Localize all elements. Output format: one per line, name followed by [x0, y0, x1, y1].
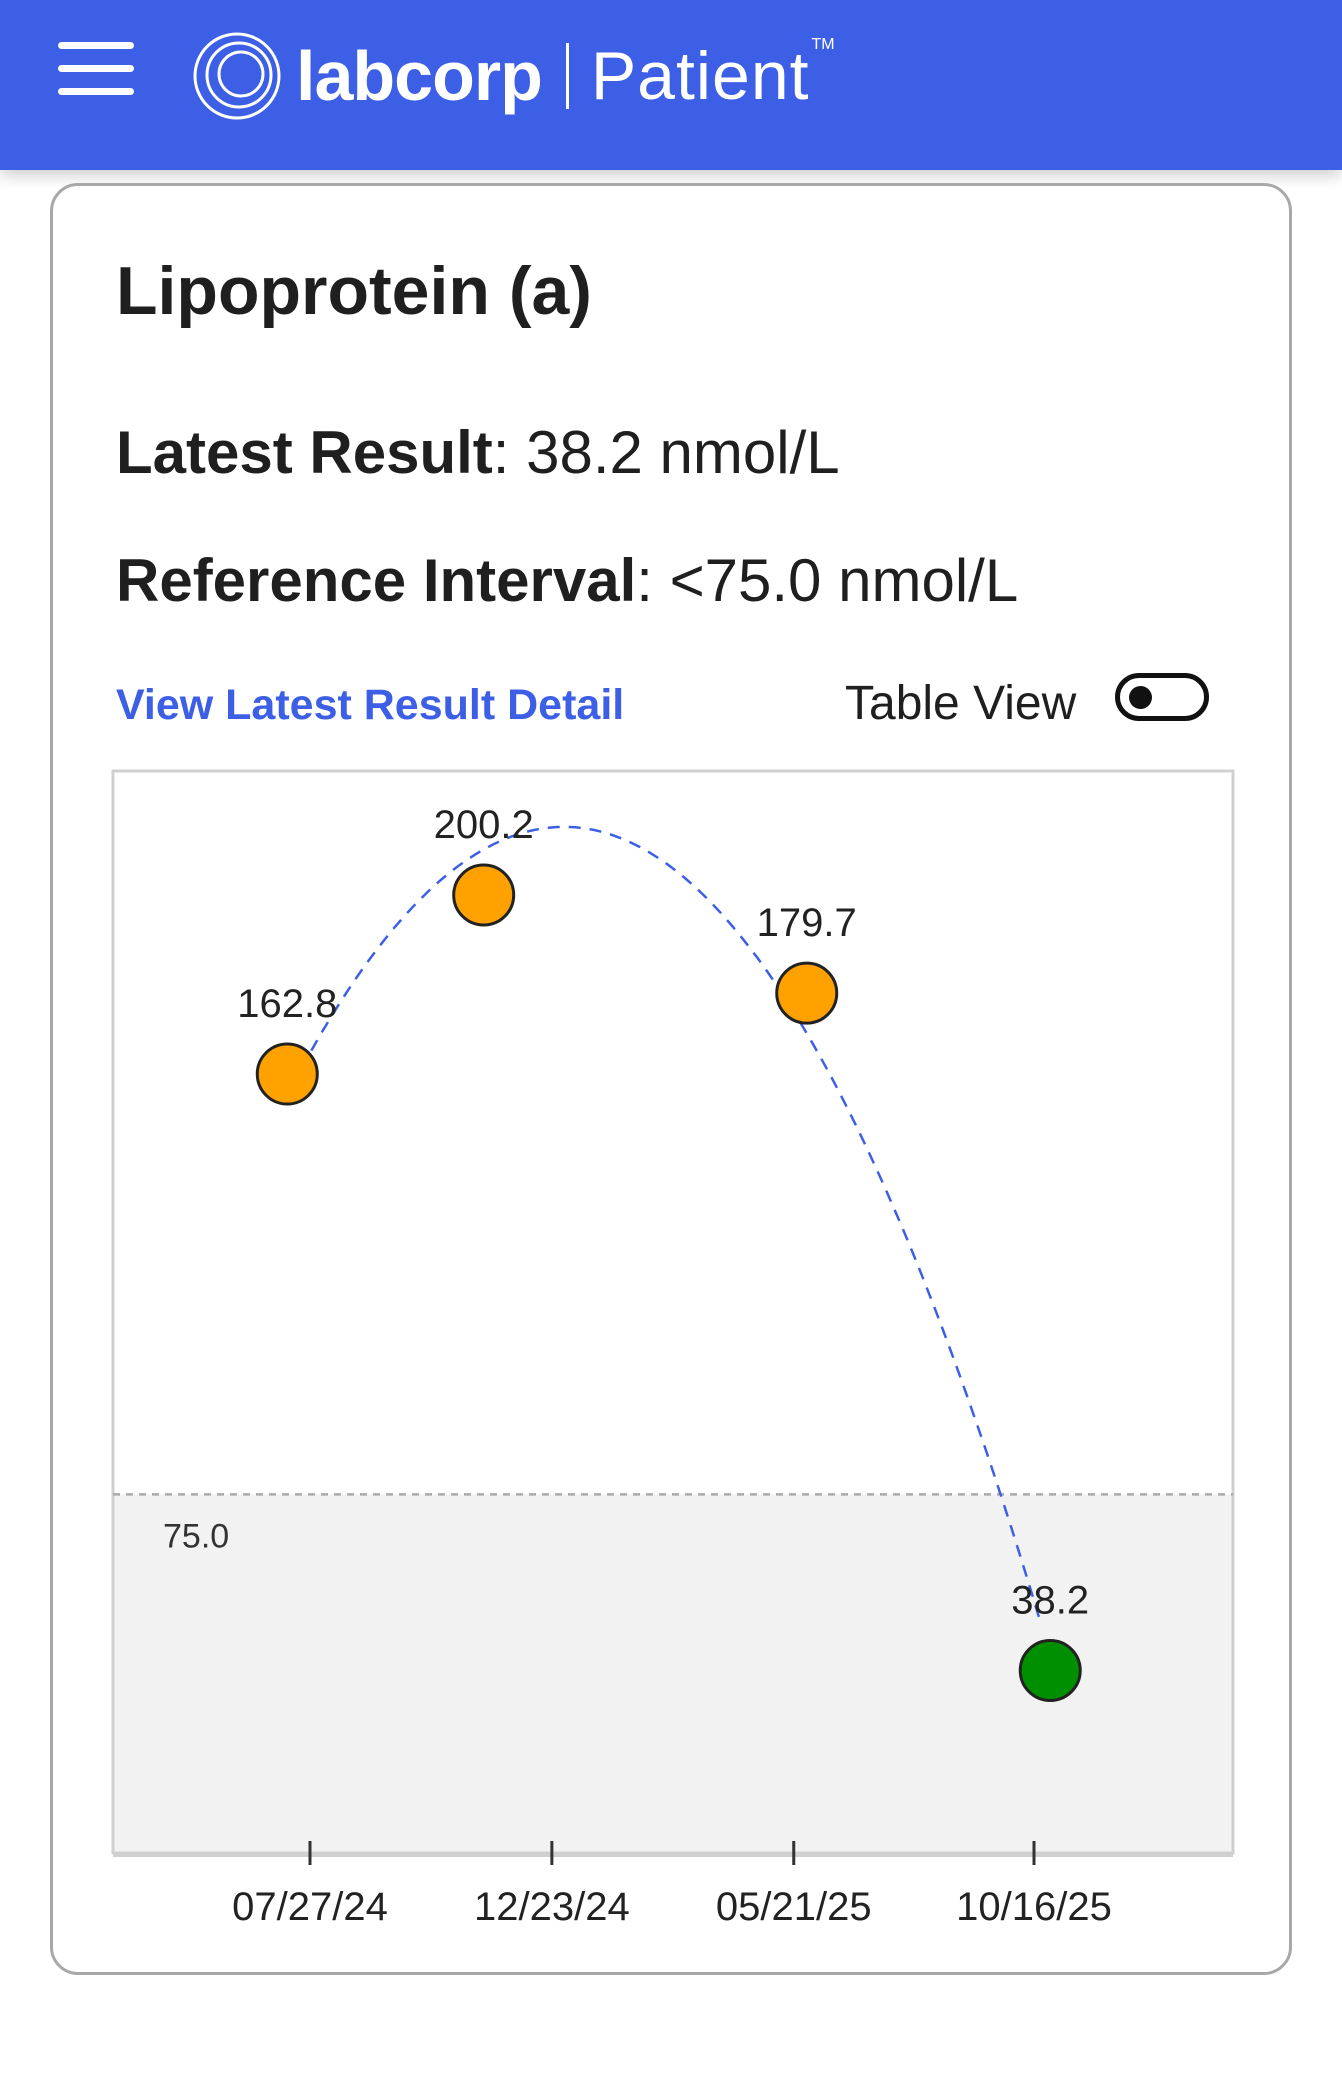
- table-view-label: Table View: [845, 677, 1077, 730]
- latest-result-value: 38.2 nmol/L: [526, 419, 840, 486]
- data-point: [775, 961, 839, 1025]
- reference-interval-value: <75.0 nmol/L: [669, 547, 1019, 614]
- lipoprotein-trend-chart: 75.0 07/27/24 12/23/24 05/21/25 10/16/25 162.…: [111, 769, 1235, 1929]
- x-tick-label: 05/21/25: [716, 1885, 872, 1929]
- latest-result-row: Latest Result: 38.2 nmol/L: [116, 419, 840, 486]
- trademark: TM: [811, 36, 835, 53]
- brand-divider: [565, 43, 569, 109]
- x-tick-label: 12/23/24: [474, 1885, 630, 1929]
- reference-label: 75.0: [163, 1517, 229, 1555]
- menu-icon[interactable]: [58, 42, 134, 96]
- view-latest-result-detail-link[interactable]: View Latest Result Detail: [116, 681, 625, 729]
- brand-name: labcorp: [296, 37, 543, 115]
- data-label: 38.2: [1011, 1579, 1089, 1623]
- data-point: [1018, 1639, 1082, 1702]
- data-label: 200.2: [434, 803, 534, 847]
- data-point: [255, 1042, 319, 1106]
- data-label: 179.7: [757, 901, 857, 945]
- data-point: [452, 863, 516, 927]
- data-label: 162.8: [237, 982, 337, 1026]
- table-view-toggle[interactable]: [1115, 673, 1209, 721]
- brand-sub: Patient: [590, 38, 810, 114]
- app-header: labcorp Patient TM: [0, 0, 1342, 170]
- labcorp-logo-icon: [193, 32, 281, 120]
- latest-result-label: Latest Result: [116, 419, 493, 486]
- test-title: Lipoprotein (a): [116, 253, 592, 329]
- reference-interval-row: Reference Interval: <75.0 nmol/L: [116, 547, 1019, 614]
- x-tick-label: 10/16/25: [956, 1885, 1112, 1929]
- toggle-knob: [1129, 686, 1152, 709]
- brand-logo[interactable]: labcorp Patient TM: [192, 28, 835, 124]
- reference-interval-label: Reference Interval: [116, 547, 637, 614]
- x-tick-label: 07/27/24: [232, 1885, 388, 1929]
- result-card: Lipoprotein (a) Latest Result: 38.2 nmol…: [50, 183, 1292, 1975]
